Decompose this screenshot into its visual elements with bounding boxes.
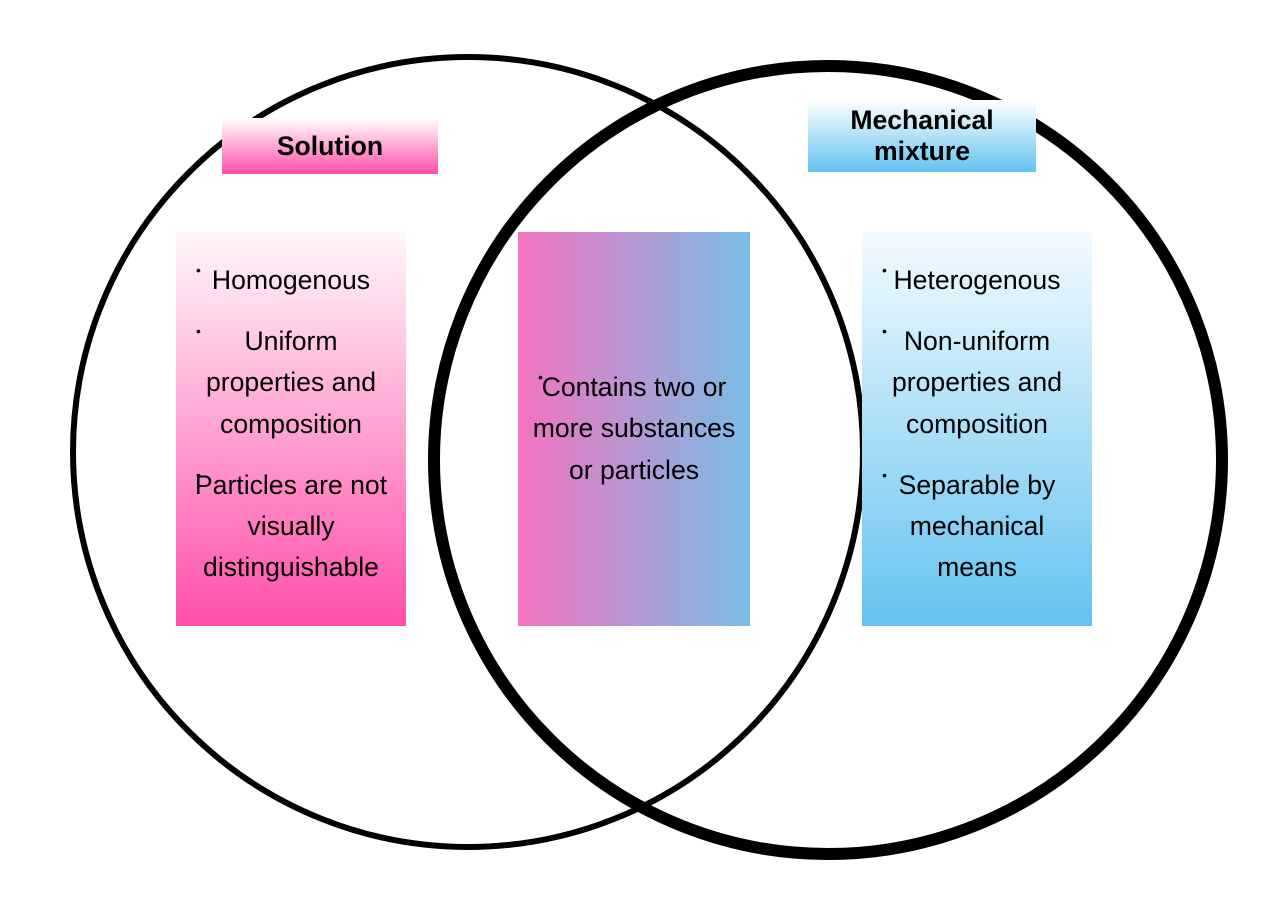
center-content-box: Contains two or more substances or parti… [518,232,750,626]
list-item: Heterogenous [876,250,1078,311]
venn-diagram: Solution Mechanical mixture Homogenous U… [0,0,1264,904]
list-item: Separable by mechanical means [876,455,1078,599]
left-content-box: Homogenous Uniform properties and compos… [176,232,406,626]
right-title-box: Mechanical mixture [808,100,1036,172]
left-title-label: Solution [277,131,383,162]
right-list: Heterogenous Non-uniform properties and … [876,250,1078,599]
list-item: Homogenous [190,250,392,311]
list-item: Particles are not visually distinguishab… [190,455,392,599]
right-title-label: Mechanical mixture [816,105,1028,167]
list-item: Contains two or more substances or parti… [532,357,736,501]
right-content-box: Heterogenous Non-uniform properties and … [862,232,1092,626]
left-list: Homogenous Uniform properties and compos… [190,250,392,599]
list-item: Uniform properties and composition [190,311,392,455]
center-list: Contains two or more substances or parti… [532,357,736,501]
list-item: Non-uniform properties and composition [876,311,1078,455]
left-title-box: Solution [222,118,438,174]
